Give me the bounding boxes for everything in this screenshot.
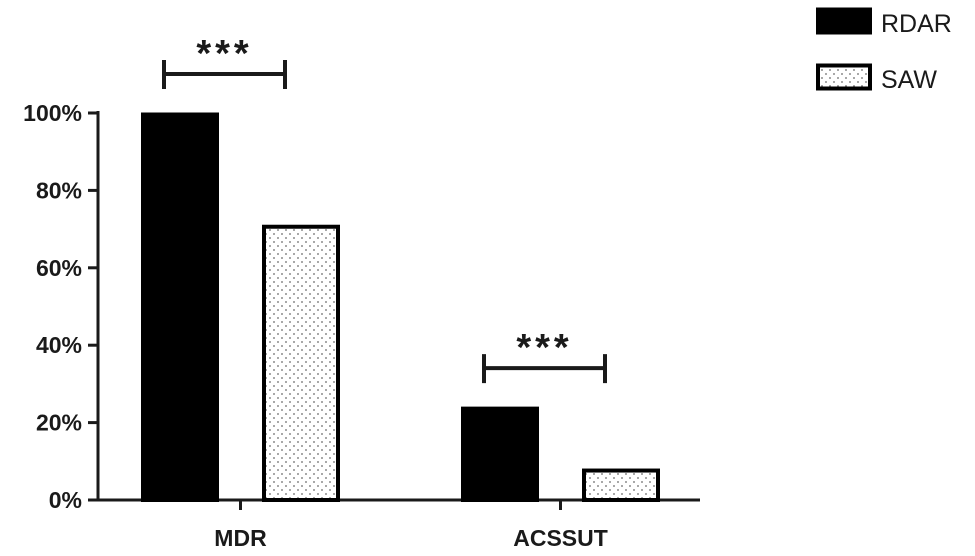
- legend: RDAR SAW: [816, 7, 952, 94]
- y-tick-label: 60%: [36, 255, 82, 281]
- y-tick-label: 40%: [36, 332, 82, 358]
- legend-swatch-rdar: [816, 7, 872, 35]
- y-tick-label: 100%: [23, 100, 82, 126]
- x-tick-label: ACSSUT: [513, 525, 608, 551]
- bar-saw-acssut: [582, 468, 660, 503]
- axes: 0% 20% 40% 60% 80% 100% MDR ACSSUT: [23, 100, 700, 551]
- y-tick-label: 0%: [49, 487, 82, 513]
- x-tick-label: MDR: [214, 525, 267, 551]
- significance-label: ***: [196, 33, 252, 75]
- significance-label: ***: [516, 327, 572, 369]
- y-tick-label: 20%: [36, 410, 82, 436]
- y-tick-label: 80%: [36, 177, 82, 203]
- legend-label-saw: SAW: [881, 66, 937, 94]
- legend-swatch-saw: [816, 63, 872, 91]
- legend-label-rdar: RDAR: [881, 10, 952, 38]
- bar-rdar-mdr: [141, 112, 219, 502]
- significance-markers: *** ***: [162, 33, 607, 384]
- bar-rdar-acssut: [461, 406, 539, 502]
- bar-saw-mdr: [262, 224, 340, 502]
- bars: [141, 112, 660, 503]
